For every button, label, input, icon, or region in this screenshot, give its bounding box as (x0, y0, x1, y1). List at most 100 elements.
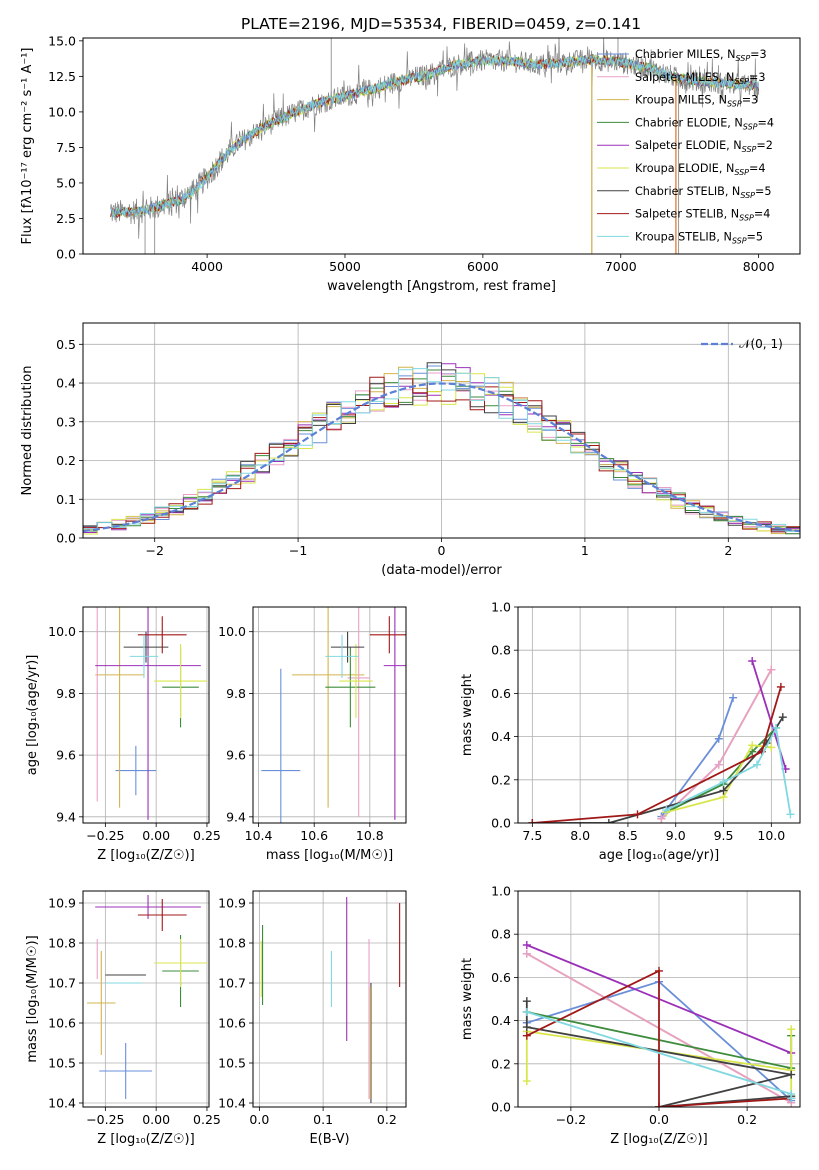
y-tick-label: 10.4 (48, 1096, 76, 1111)
legend-entry-label: Salpeter ELODIE, NSSP=2 (635, 139, 773, 154)
y-tick-label: 12.5 (48, 69, 76, 84)
legend-entry-count: =4 (757, 116, 774, 129)
series-line-kroupa-stelib (665, 725, 792, 815)
legend-entry-count: =5 (747, 230, 764, 243)
y-tick-label: 0.0 (56, 247, 76, 262)
x-tick-label: 10.4 (245, 828, 273, 843)
y-tick-label: 10.4 (218, 1096, 246, 1111)
y-tick-label: 0.6 (491, 686, 511, 701)
series-marker (767, 665, 776, 674)
y-tick-label: 9.8 (56, 686, 76, 701)
series-marker (655, 966, 663, 975)
y-tick-label: 7.5 (56, 140, 76, 155)
y-tick-label: 0.4 (491, 729, 511, 744)
legend-entry-subscript: SSP (740, 191, 755, 200)
legend-entry-count: =3 (749, 71, 766, 84)
series-line-salpeter-stelib (526, 969, 792, 1107)
series-marker (772, 723, 781, 732)
y-axis-label: mass weight (460, 674, 475, 756)
x-tick-label: 2 (724, 543, 732, 558)
errorbar-point (369, 616, 406, 654)
age-vs-Z-axes: −0.25 0.00 0.25 9.4 9.6 9.8 10.0 Z [log₁₀(Z/Z☉)… (25, 606, 221, 863)
errorbar-point (339, 644, 373, 719)
x-axis-label: age [log₁₀(age/yr)] (599, 848, 720, 863)
y-tick-label: 0.4 (56, 376, 76, 391)
x-axis-label: mass [log₁₀(M/M☉)] (266, 848, 393, 863)
errorbar-point (87, 951, 116, 1055)
y-tick-label: 0.0 (56, 531, 76, 546)
x-tick-label: 10.8 (356, 828, 384, 843)
legend-entry-subscript: SSP (734, 77, 749, 86)
errorbar-point (95, 607, 201, 820)
y-axis-label: Flux [fλ10⁻¹⁷ erg cm⁻² s⁻¹ A⁻¹] (20, 48, 35, 245)
y-axis-label: mass weight (460, 958, 475, 1040)
x-tick-label: 0.2 (737, 1112, 757, 1127)
y-tick-label: 10.0 (48, 624, 76, 639)
legend-entry-label: Chabrier STELIB, NSSP=5 (635, 185, 772, 200)
x-tick-label: −2 (145, 543, 163, 558)
legend-entry-count: =4 (754, 208, 771, 221)
x-tick-label: 7000 (605, 259, 637, 274)
mass-vs-EBV-frame (252, 890, 407, 1108)
legend-entry-subscript: SSP (727, 100, 742, 109)
series-line-kroupa-miles (660, 669, 773, 820)
errorbar-point (261, 668, 301, 823)
legend-entry-name: Salpeter ELODIE, N (635, 139, 742, 152)
x-tick-label: 9.5 (714, 828, 734, 843)
mass-vs-Z-frame (82, 890, 210, 1108)
age-vs-Z-plot-area (95, 607, 207, 820)
y-tick-label: 0.6 (491, 970, 511, 985)
y-tick-label: 10.5 (48, 1056, 76, 1071)
legend-entry-name: Kroupa MILES, N (635, 94, 727, 107)
series-marker (714, 734, 723, 743)
x-tick-label: 10.6 (300, 828, 328, 843)
y-tick-label: 10.7 (218, 976, 246, 991)
legend-entry-label: Chabrier ELODIE, NSSP=4 (635, 116, 774, 131)
legend-entry-count: =2 (756, 139, 773, 152)
x-tick-label: 6000 (467, 259, 499, 274)
y-tick-label: 1.0 (491, 600, 511, 615)
x-axis-label: (data-model)/error (381, 563, 502, 578)
y-tick-label: 0.0 (491, 816, 511, 831)
legend: 𝒩(0, 1) (701, 337, 783, 351)
age-vs-Z-frame (82, 606, 210, 824)
legend-entry-name: Kroupa STELIB, N (635, 230, 732, 243)
series-marker (776, 682, 785, 691)
legend-entry-count: =4 (749, 162, 766, 175)
series-marker (714, 760, 723, 769)
y-tick-label: 0.3 (56, 414, 76, 429)
legend-entry-name: Salpeter STELIB, N (635, 208, 739, 221)
series-marker (787, 1025, 796, 1034)
errorbar-point (154, 939, 207, 987)
x-axis-label: Z [log₁₀(Z/Z☉)] (97, 848, 194, 863)
histogram-salpeter-stelib (83, 376, 800, 533)
legend-entry-count: =3 (742, 94, 759, 107)
x-tick-label: −1 (289, 543, 307, 558)
y-tick-label: 9.6 (226, 748, 246, 763)
weight-vs-Z-axes: −0.2 0.0 0.2 0.0 0.2 0.4 0.6 0.8 1.0 Z [log₁₀(Z/Z… (460, 884, 801, 1147)
y-tick-label: 0.2 (56, 453, 76, 468)
residuals-axes: −2 −1 0 1 2 0.0 0.1 0.2 0.3 0.4 0.5 (data-model)/er… (20, 322, 801, 578)
series-marker (522, 1007, 531, 1016)
residuals-plot-area (83, 362, 800, 535)
legend-entry-label: Salpeter STELIB, NSSP=4 (635, 208, 770, 223)
series-marker (748, 741, 757, 750)
y-tick-label: 0.0 (491, 1100, 511, 1115)
y-tick-label: 10.5 (218, 1056, 246, 1071)
errorbar-point (325, 647, 376, 728)
series-marker (522, 949, 531, 958)
y-axis-label: mass [log₁₀(M/M☉)] (25, 935, 40, 1062)
mass-vs-EBV-axes: 0.0 0.1 0.2 10.4 10.5 10.6 10.7 10.8 10.9 E(B-V) (218, 890, 407, 1147)
series-marker (522, 997, 531, 1006)
errorbar-point (383, 607, 406, 820)
series-marker (729, 693, 738, 702)
x-axis-label: Z [log₁₀(Z/Z☉)] (97, 1132, 194, 1147)
y-tick-label: 15.0 (48, 33, 76, 48)
y-tick-label: 9.4 (226, 809, 246, 824)
mass-vs-Z-plot-area (87, 895, 207, 1099)
legend-entry-label: Kroupa ELODIE, NSSP=4 (635, 162, 766, 177)
series-marker (786, 810, 795, 819)
y-tick-label: 9.4 (56, 809, 76, 824)
y-tick-label: 0.5 (56, 337, 76, 352)
